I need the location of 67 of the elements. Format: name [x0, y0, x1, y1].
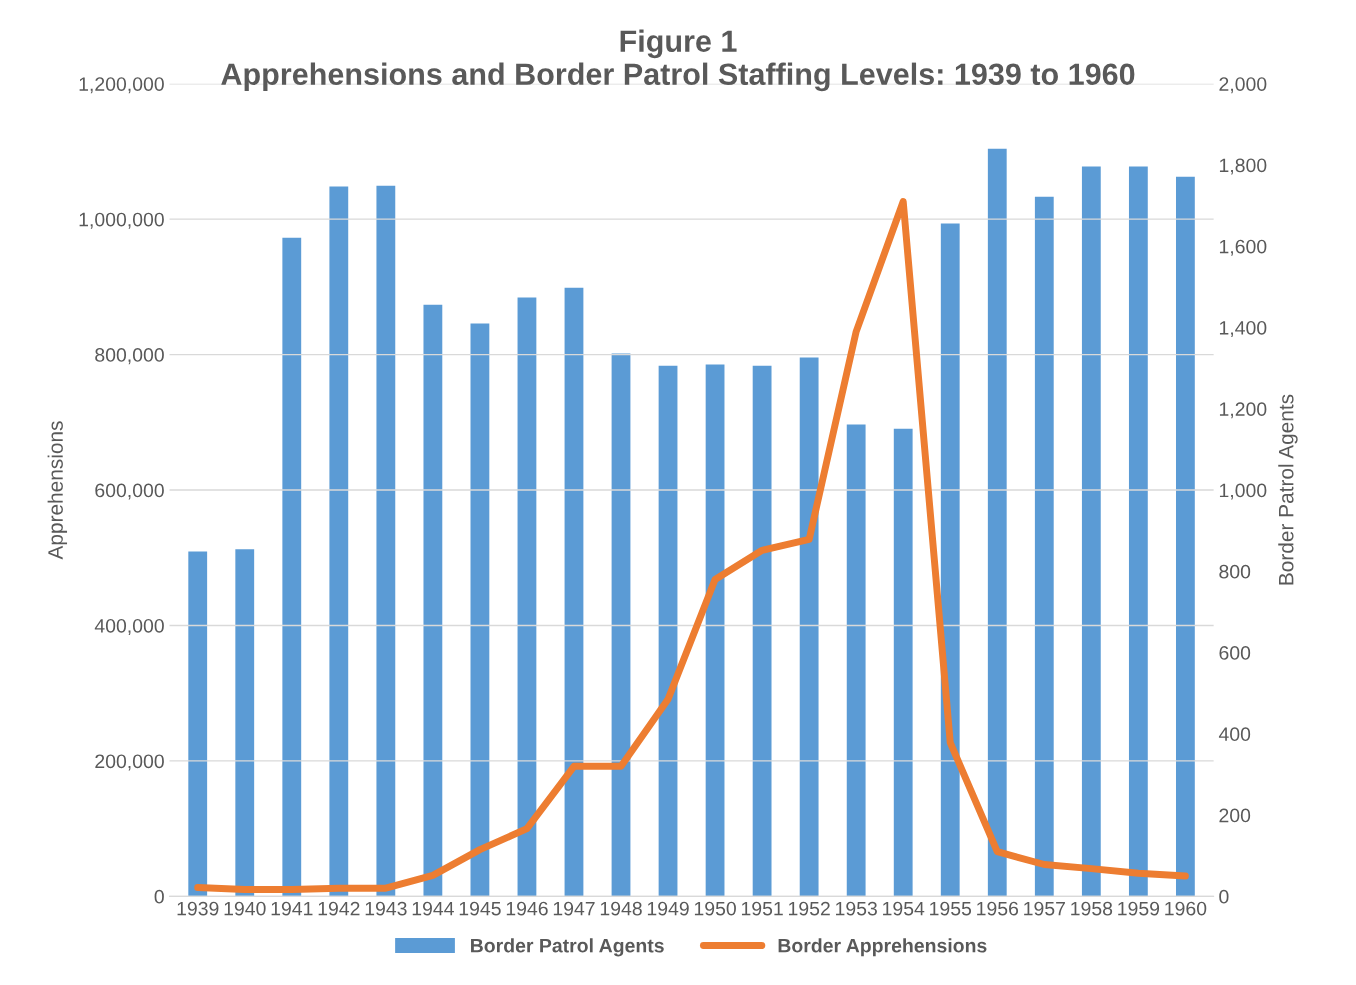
- x-tick-label: 1943: [365, 901, 407, 916]
- bar: [1175, 176, 1195, 897]
- bar: [235, 549, 255, 897]
- x-tick-label: 1949: [647, 901, 689, 916]
- x-tick-label: 1960: [1165, 901, 1207, 916]
- x-tick-label: 1952: [789, 901, 830, 916]
- bar: [846, 424, 866, 897]
- x-tick-label: 1944: [412, 901, 454, 916]
- y2-tick-label: 200: [1219, 808, 1251, 823]
- y2-tick-label: 400: [1218, 727, 1251, 742]
- x-tick-label: 1946: [506, 901, 548, 916]
- y-tick-label: 800,000: [95, 348, 164, 365]
- bar: [470, 323, 490, 897]
- bar: [658, 365, 678, 897]
- y-tick-label: 0: [154, 889, 164, 904]
- y2-tick-label: 0: [1219, 889, 1229, 904]
- bar: [893, 428, 913, 897]
- y2-tick-label: 1,800: [1219, 158, 1267, 175]
- y2-tick-label: 600: [1219, 646, 1251, 660]
- y2-tick-label: 1,000: [1219, 483, 1267, 500]
- y-axis-title: Apprehensions: [47, 421, 68, 560]
- y-tick-label: 600,000: [95, 483, 164, 500]
- y2-tick-label: 800: [1219, 564, 1251, 579]
- x-tick-label: 1951: [741, 901, 783, 916]
- x-tick-label: 1953: [836, 901, 877, 916]
- y2-axis-title: Border Patrol Agents: [1278, 394, 1298, 585]
- bar: [1128, 166, 1148, 897]
- x-tick-label: 1942: [318, 901, 360, 916]
- bar: [799, 357, 819, 897]
- bar: [376, 185, 396, 897]
- x-tick-label: 1956: [977, 901, 1019, 916]
- bar: [1081, 166, 1101, 897]
- bar: [329, 186, 349, 897]
- bar: [752, 365, 772, 897]
- x-tick-label: 1950: [694, 901, 736, 916]
- bar: [987, 148, 1007, 897]
- y2-tick-label: 1,600: [1219, 239, 1267, 256]
- x-tick-label: 1958: [1071, 901, 1113, 916]
- legend-label: Border Patrol Agents: [471, 938, 664, 957]
- bar: [1034, 196, 1054, 897]
- y2-tick-label: 2,000: [1219, 77, 1267, 94]
- bar: [282, 237, 302, 897]
- y-tick-label: 200,000: [95, 754, 164, 771]
- legend-label: Border Apprehensions: [778, 938, 987, 957]
- bar: [517, 297, 537, 897]
- x-tick-label: 1941: [271, 901, 313, 916]
- x-tick-label: 1957: [1024, 901, 1065, 916]
- x-tick-label: 1954: [883, 901, 925, 916]
- x-tick-label: 1959: [1118, 901, 1160, 916]
- x-tick-label: 1948: [600, 901, 642, 916]
- chart-title: Figure 1 Apprehensions and Border Patrol Staffing Levels: 1939 to 1960: [221, 29, 1135, 92]
- bar: [423, 304, 443, 897]
- y-tick-label: 1,000,000: [79, 212, 164, 229]
- x-tick-label: 1940: [224, 901, 266, 916]
- y-tick-label: 1,200,000: [79, 77, 164, 94]
- x-tick-label: 1939: [177, 901, 219, 916]
- y2-tick-label: 1,400: [1219, 320, 1267, 338]
- bar: [705, 364, 725, 897]
- bar: [940, 223, 960, 897]
- bar: [564, 287, 584, 897]
- bar: [611, 353, 631, 897]
- bar: [188, 551, 208, 897]
- x-tick-label: 1947: [553, 901, 595, 916]
- y2-tick-label: 1,200: [1219, 402, 1267, 419]
- y-tick-label: 400,000: [94, 618, 164, 636]
- x-tick-label: 1945: [459, 901, 501, 916]
- x-tick-label: 1955: [930, 901, 972, 916]
